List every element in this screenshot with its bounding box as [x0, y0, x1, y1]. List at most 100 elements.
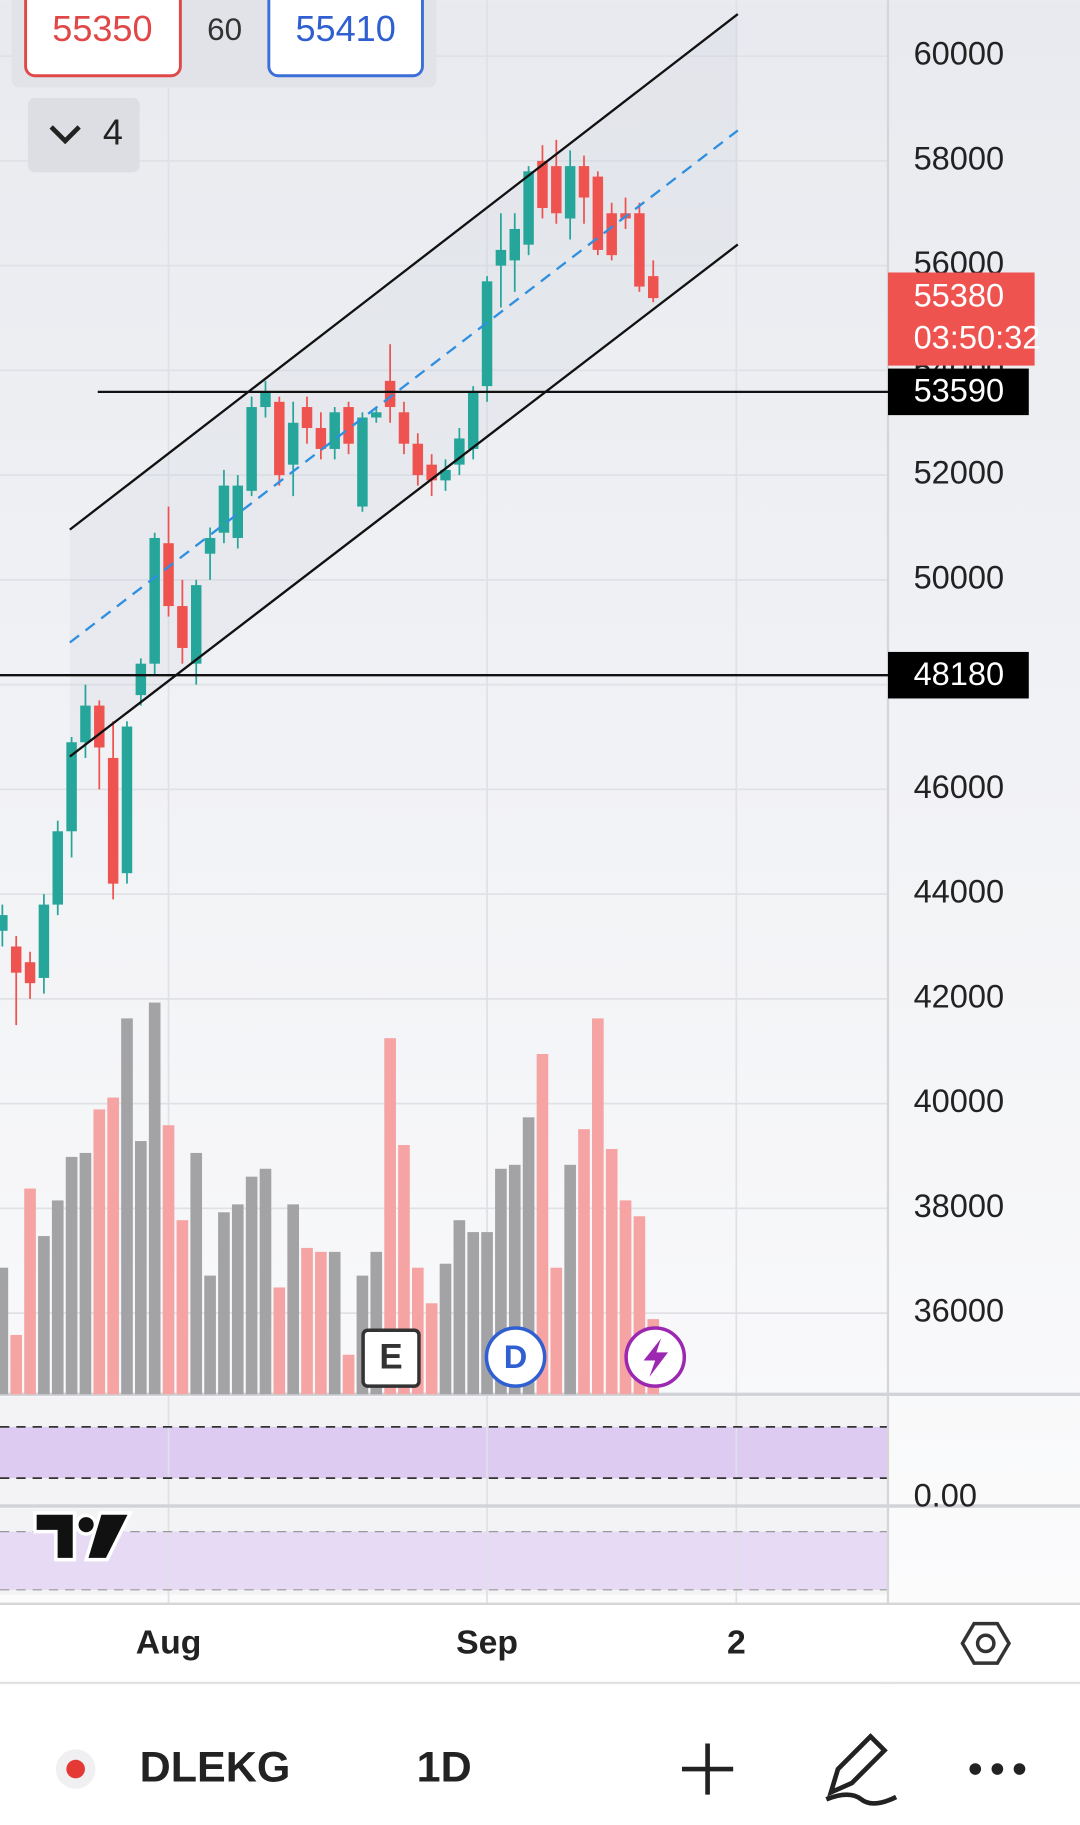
candle-body	[204, 537, 216, 554]
volume-bar	[287, 1204, 299, 1395]
volume-bar	[259, 1168, 272, 1395]
candle-body	[648, 276, 659, 299]
candle-body	[412, 443, 424, 476]
candle-body	[177, 606, 188, 648]
lightning-icon	[643, 1338, 669, 1377]
candle-body	[426, 464, 437, 481]
volume-bar	[190, 1152, 203, 1395]
volume-bar	[315, 1251, 327, 1395]
buy-price: 55410	[296, 8, 396, 49]
level-label-bg	[887, 368, 1029, 416]
volume-bar	[619, 1200, 632, 1395]
interval[interactable]: 1D	[417, 1744, 472, 1792]
volume-bar	[342, 1354, 355, 1395]
candle-body	[564, 166, 576, 219]
symbol-logo	[55, 1749, 96, 1789]
volume-bar	[135, 1141, 147, 1395]
volume-bar	[564, 1164, 576, 1395]
candle-body	[190, 585, 202, 664]
candle-body	[301, 407, 313, 428]
volume-bar	[328, 1251, 341, 1395]
candle-body	[578, 166, 590, 198]
volume-bar	[578, 1129, 590, 1395]
y-tick-label: 60000	[914, 36, 1005, 72]
volume-bar	[495, 1168, 507, 1395]
stoch-tick-label: 0.00	[914, 1477, 977, 1513]
settings-button[interactable]	[960, 1621, 1012, 1665]
candle-body	[24, 962, 36, 984]
candle-body	[260, 391, 271, 408]
event-earnings[interactable]	[361, 1328, 421, 1388]
candle-body	[481, 281, 493, 387]
candle-body	[606, 213, 617, 256]
candle-body	[343, 407, 354, 444]
candle-body	[10, 946, 22, 973]
volume-bar	[592, 1018, 604, 1395]
candle-body	[163, 543, 174, 607]
candle-body	[315, 427, 327, 449]
tradingview-logo	[33, 1511, 134, 1562]
channel-upper	[69, 13, 739, 531]
symbol[interactable]: DLEKG	[140, 1744, 291, 1792]
candle-body	[149, 537, 160, 664]
chevron-icon	[49, 125, 81, 145]
volume-bar	[536, 1054, 549, 1395]
indicators-toggle[interactable]	[27, 97, 140, 173]
x-tick-label: Aug	[136, 1623, 202, 1661]
volume-bar	[508, 1164, 521, 1395]
bottom-bar	[0, 1682, 1080, 1825]
candle-body	[80, 705, 91, 743]
time-axis	[0, 1603, 1080, 1682]
volume-bar	[467, 1232, 480, 1395]
volume-bar	[439, 1263, 452, 1395]
volume-bar	[204, 1275, 216, 1395]
more-button[interactable]	[969, 1763, 1026, 1775]
add-button[interactable]	[681, 1743, 734, 1795]
volume-bar	[550, 1267, 563, 1395]
candle-body	[121, 726, 133, 874]
last-price-bg	[887, 272, 1035, 366]
volume-bar	[93, 1109, 106, 1395]
channel-lower	[69, 243, 739, 758]
y-tick-label: 52000	[914, 455, 1005, 491]
level-label-bg	[887, 651, 1029, 699]
draw-button[interactable]	[825, 1733, 898, 1806]
candle-body	[287, 422, 299, 465]
candle-body	[371, 412, 382, 418]
event-dividend[interactable]	[484, 1326, 547, 1388]
buy-button[interactable]	[267, 0, 424, 78]
candle-body	[107, 757, 119, 884]
candle-body	[246, 407, 257, 491]
volume-bar	[245, 1176, 258, 1395]
event-label: E	[379, 1338, 402, 1377]
candle-body	[495, 249, 507, 266]
y-tick-label: 44000	[914, 874, 1005, 910]
volume-bar	[218, 1212, 230, 1395]
candle-body	[523, 171, 534, 245]
volume-bar	[176, 1220, 189, 1395]
candle-body	[357, 417, 368, 507]
candle-body	[218, 485, 230, 533]
candle-body	[329, 412, 340, 449]
candle-body	[454, 438, 465, 465]
quantity[interactable]: 60	[207, 12, 242, 47]
candle-body	[94, 705, 105, 748]
volume-bar	[79, 1152, 92, 1395]
rsi-band	[0, 1531, 888, 1590]
y-tick-label: 38000	[914, 1188, 1005, 1224]
volume-bar	[148, 1002, 161, 1395]
x-tick-label: 2	[727, 1623, 746, 1661]
candle-body	[52, 831, 63, 905]
volume-bar	[425, 1303, 438, 1395]
sell-button[interactable]	[24, 0, 182, 78]
candle-body	[0, 915, 8, 931]
level-label: 48180	[914, 656, 1005, 692]
volume-bar	[301, 1247, 313, 1395]
candle-body	[38, 904, 50, 978]
candle-body	[537, 160, 548, 209]
candle-body	[274, 401, 285, 476]
volume-bar	[384, 1038, 396, 1395]
candle-body	[232, 485, 244, 538]
y-tick-label: 58000	[914, 140, 1005, 176]
